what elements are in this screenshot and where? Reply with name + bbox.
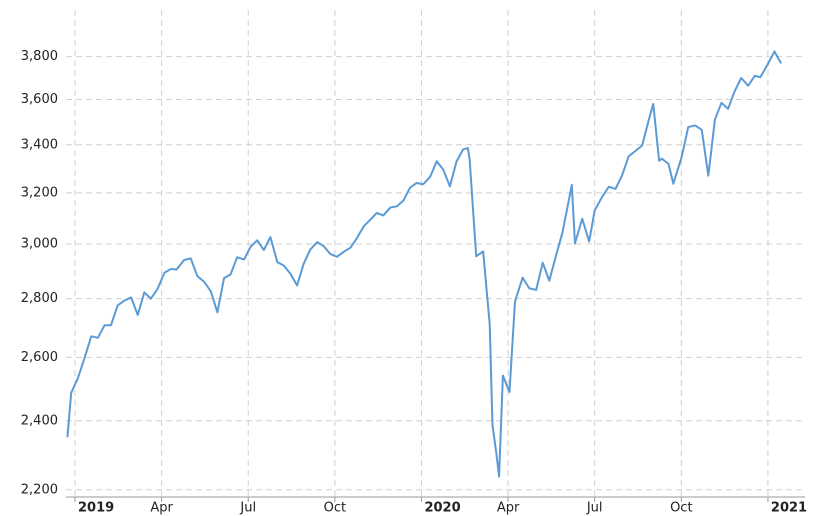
y-tick-label: 3,400: [21, 137, 58, 152]
y-tick-label: 3,000: [21, 236, 58, 251]
x-tick-label: 2019: [78, 501, 114, 516]
y-tick-label: 3,200: [21, 185, 58, 200]
y-tick-label: 3,600: [21, 92, 58, 107]
y-tick-label: 3,800: [21, 49, 58, 64]
y-tick-label: 2,400: [21, 413, 58, 428]
y-tick-label: 2,200: [21, 482, 58, 497]
x-tick-label: Jul: [586, 501, 603, 516]
x-tick-label: Oct: [324, 501, 346, 516]
x-tick-label: 2021: [771, 501, 807, 516]
y-tick-label: 2,800: [21, 291, 58, 306]
x-tick-label: Jul: [239, 501, 256, 516]
y-tick-label: 2,600: [21, 350, 58, 365]
x-tick-label: Oct: [670, 501, 692, 516]
x-tick-label: 2020: [424, 501, 460, 516]
price-line: [66, 50, 782, 478]
x-tick-label: Apr: [497, 501, 520, 516]
x-tick-label: Apr: [150, 501, 173, 516]
